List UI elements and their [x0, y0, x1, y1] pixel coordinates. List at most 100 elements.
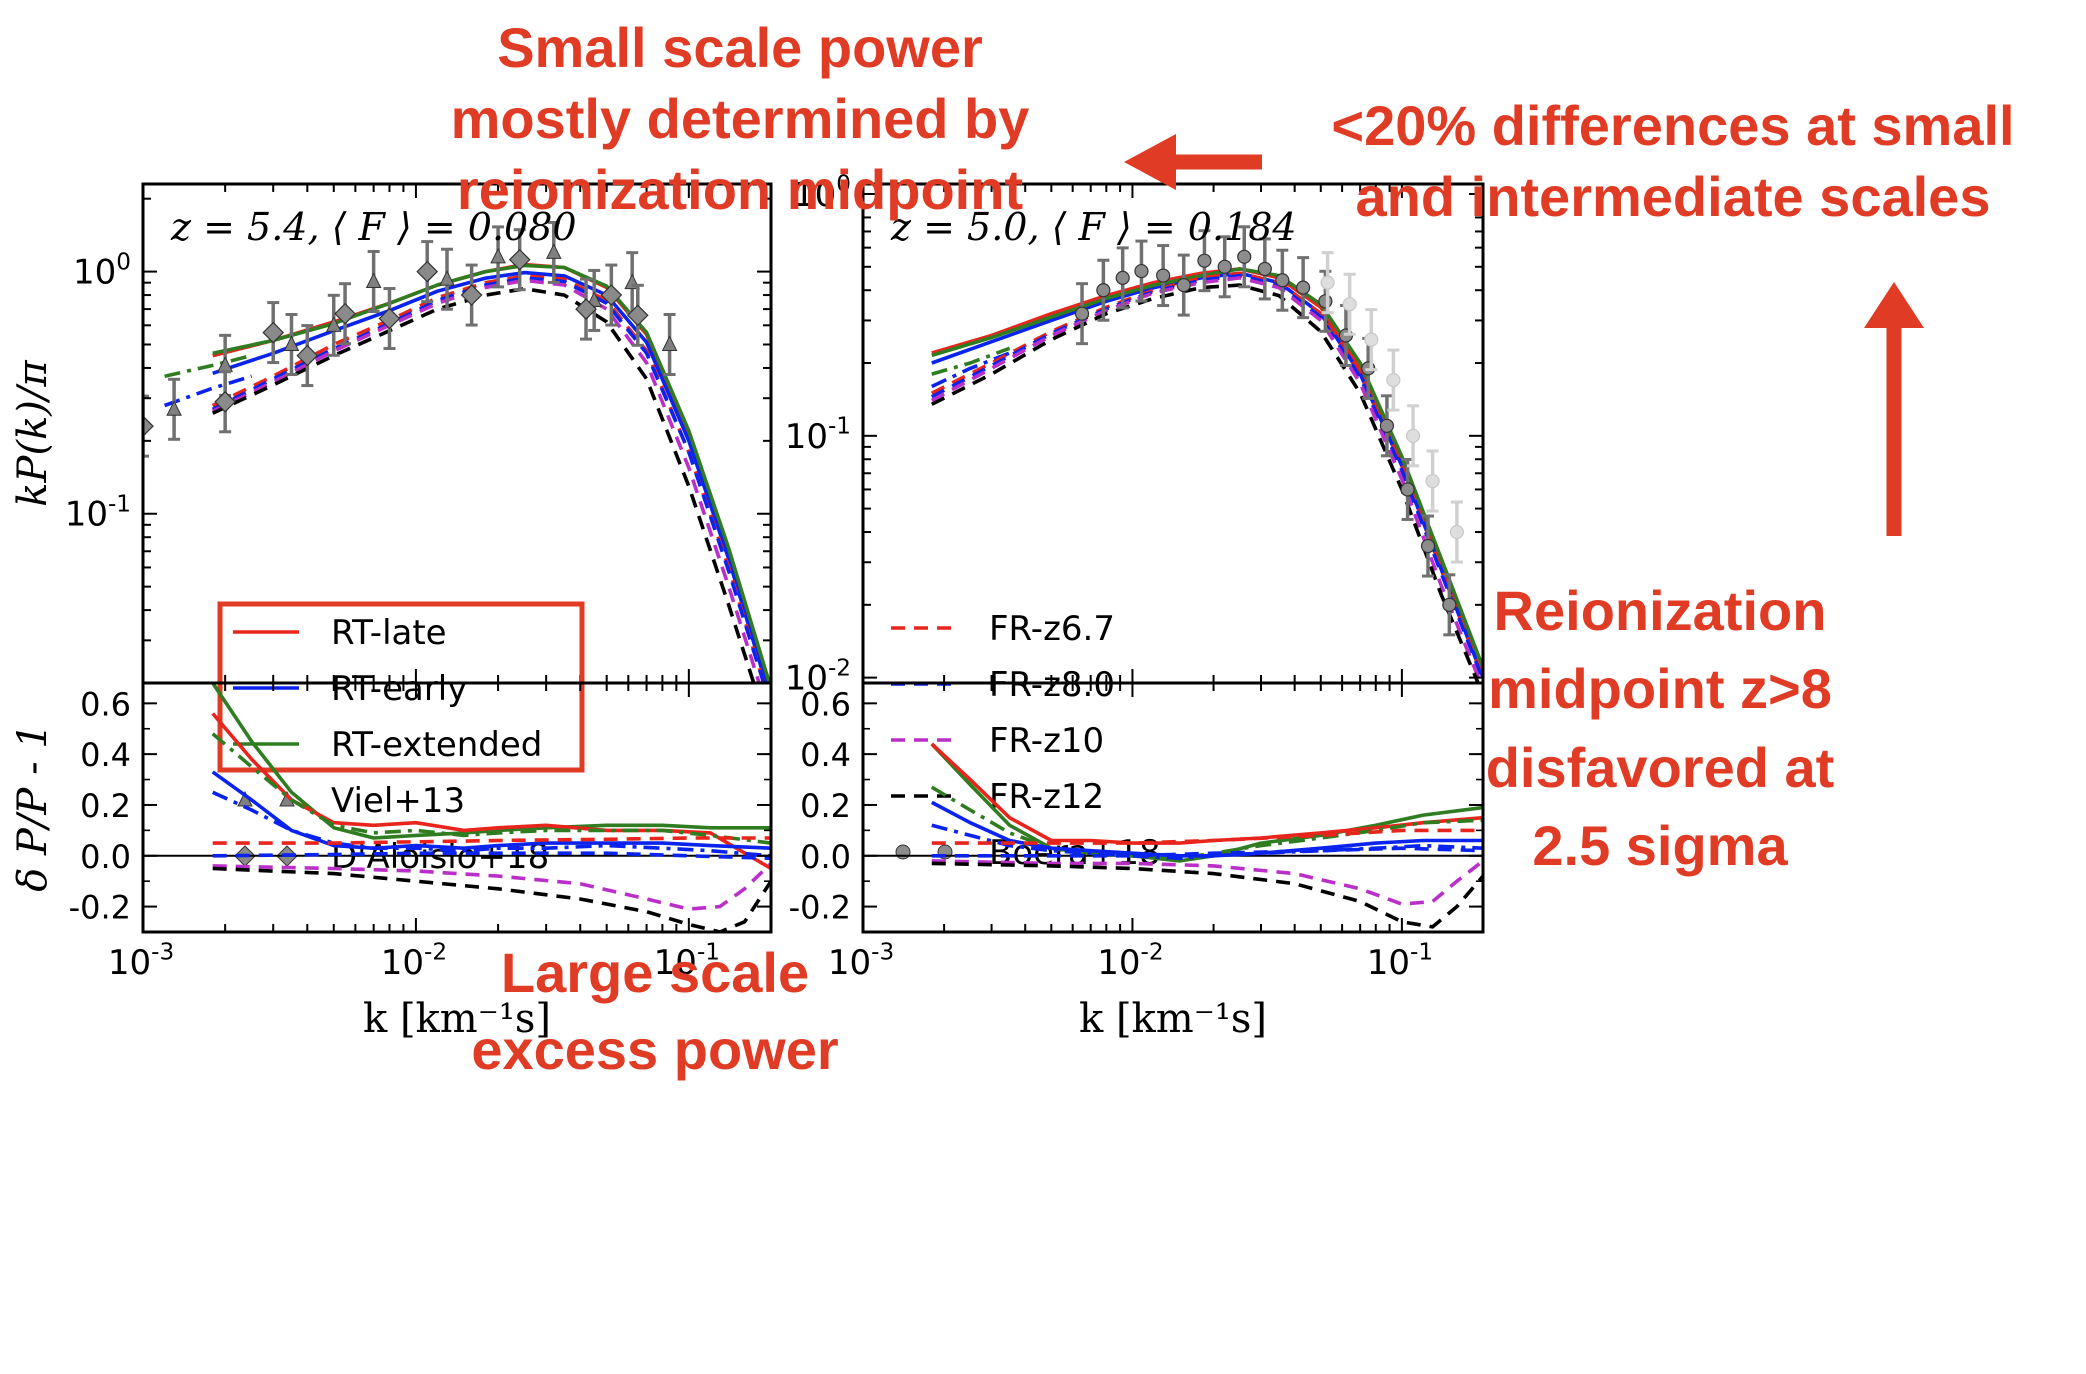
- data-point-circle: [1425, 473, 1440, 489]
- series-line-8: [931, 861, 1483, 929]
- series-line-5: [211, 274, 766, 683]
- data-point-triangle: [365, 272, 382, 289]
- data-point-diamond: [262, 321, 285, 344]
- annotation-differences: <20% differences at small and intermedia…: [1331, 94, 2015, 229]
- y-tick-label: 0.2: [80, 787, 131, 825]
- series-line-7: [211, 278, 762, 683]
- series-line-3: [930, 800, 1483, 858]
- data-point-circle: [1115, 270, 1130, 285]
- series-line-4: [163, 374, 253, 408]
- series-line-7: [931, 859, 1483, 906]
- x-tick-label: 10-2: [381, 940, 447, 983]
- data-point-diamond: [378, 307, 401, 330]
- data-point-diamond: [600, 284, 623, 306]
- y-tick-label: 0.0: [800, 838, 851, 876]
- plot-area: [143, 683, 771, 932]
- x-axis-label: k [km⁻¹s]: [363, 996, 551, 1042]
- data-point-circle: [1342, 297, 1357, 312]
- data-point-diamond: [214, 390, 237, 413]
- data-point-circle: [1074, 306, 1090, 321]
- series-line-2: [211, 732, 771, 845]
- legend-highlight-box: [217, 601, 585, 773]
- data-point-circle: [1442, 597, 1457, 612]
- y-tick-label: 0.6: [80, 685, 131, 723]
- y-tick-label: 0.2: [800, 787, 851, 825]
- annotation-small-scale-power: Small scale power mostly determined by r…: [450, 16, 1030, 222]
- series-line-0: [930, 742, 1483, 863]
- y-tick-label: 0.0: [80, 838, 131, 876]
- y-tick-label: 0.4: [80, 736, 131, 774]
- x-tick-label: 10-3: [828, 940, 894, 983]
- series-line-8: [211, 286, 756, 683]
- series-line-4: [211, 790, 771, 858]
- data-point-circle: [1217, 259, 1232, 274]
- legend-label: FR-z10: [989, 721, 1104, 761]
- data-point-circle: [1156, 268, 1171, 283]
- y-tick-label: 10-1: [65, 491, 131, 534]
- series-line-0: [211, 683, 771, 840]
- data-point-triangle: [217, 356, 233, 372]
- data-point-circle: [1275, 273, 1290, 288]
- series-line-5: [931, 828, 1483, 845]
- x-tick-label: 10-1: [654, 940, 720, 983]
- plot-area: [863, 742, 1483, 929]
- plot-area: [930, 225, 1483, 683]
- y-tick-label: 100: [793, 172, 851, 215]
- y-tick-label: -0.2: [789, 889, 851, 927]
- data-point-circle: [1386, 372, 1401, 388]
- data-point-circle: [1318, 294, 1333, 309]
- data-point-circle: [1257, 261, 1272, 277]
- data-point-circle: [1096, 283, 1111, 298]
- y-axis-label: δ P/P - 1: [10, 723, 56, 892]
- data-point-circle: [1134, 263, 1149, 279]
- series-line-7: [212, 862, 771, 911]
- panel-label: z = 5.0, ⟨ F ⟩ = 0.184: [890, 205, 1297, 249]
- data-point-diamond: [575, 298, 597, 320]
- data-point-diamond: [143, 415, 154, 437]
- data-point-circle: [1364, 332, 1379, 347]
- data-point-circle: [1420, 538, 1436, 554]
- panel-bottom-right: [861, 681, 1485, 934]
- series-line-1: [930, 742, 1483, 845]
- legend-label: RT-extended: [331, 725, 542, 765]
- up-arrow-head: [1864, 282, 1924, 328]
- x-tick-label: 10-3: [108, 940, 174, 983]
- data-point-triangle: [439, 270, 455, 286]
- annotation-midpoint-disfavored: Reionization midpoint z>8 disfavored at …: [1485, 579, 1835, 878]
- data-point-diamond: [626, 304, 649, 327]
- data-point-triangle: [545, 243, 562, 259]
- legend-label: RT-late: [331, 613, 447, 653]
- series-line-fr-z6-7: [930, 271, 1483, 679]
- series-line-6: [931, 846, 1483, 858]
- legend-label: Viel+13: [331, 781, 465, 821]
- panel-top-left: RT-lateRT-earlyRT-extendedViel+13D'Alois…: [141, 182, 773, 877]
- data-point-diamond: [296, 344, 319, 367]
- legend-label: RT-early: [331, 669, 467, 709]
- data-point-triangle: [490, 247, 506, 264]
- data-point-triangle: [661, 335, 678, 351]
- series-line-4: [931, 351, 1011, 389]
- legend-label: FR-z12: [989, 777, 1104, 817]
- x-axis-label: k [km⁻¹s]: [1079, 996, 1267, 1042]
- data-point-triangle: [283, 335, 300, 351]
- data-point-diamond: [460, 284, 483, 306]
- data-point-circle: [1379, 418, 1395, 433]
- plot-area: [143, 220, 771, 683]
- data-point-circle: [1237, 249, 1252, 264]
- data-point-circle: [1176, 278, 1191, 293]
- series-line-rt-extended: [212, 263, 771, 683]
- panel-bottom-left: [141, 681, 773, 934]
- left-arrow-head: [1124, 134, 1176, 190]
- y-tick-label: 0.6: [800, 685, 851, 723]
- data-point-triangle: [325, 316, 342, 332]
- y-tick-label: -0.2: [69, 889, 131, 927]
- y-tick-label: 10-1: [785, 414, 851, 457]
- series-line-3: [931, 346, 1011, 376]
- series-line-fr-z8-0: [930, 273, 1483, 681]
- series-line-6: [212, 851, 771, 861]
- data-point-diamond: [416, 260, 439, 283]
- data-point-circle: [1405, 428, 1421, 443]
- y-axis-label: kP(k)/π: [10, 360, 56, 507]
